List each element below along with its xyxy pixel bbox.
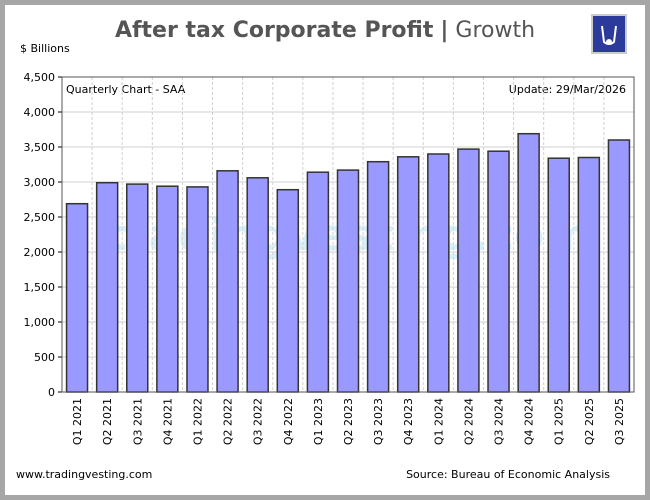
- x-tick-label: Q2 2022: [222, 398, 235, 445]
- y-tick-label: 4,000: [24, 106, 56, 119]
- bar: [126, 183, 149, 393]
- bar: [457, 148, 480, 393]
- x-tick-label: Q1 2021: [71, 398, 84, 445]
- y-tick-label: 1,500: [24, 281, 56, 294]
- x-tick-label: Q4 2024: [523, 398, 536, 445]
- x-tick-label: Q4 2023: [402, 398, 415, 445]
- plot-frame: [61, 76, 635, 393]
- bar: [276, 188, 300, 393]
- chart-title: After tax Corporate Profit | Growth: [0, 18, 650, 43]
- chart-note-left: Quarterly Chart - SAA: [66, 83, 186, 96]
- bar: [487, 150, 510, 393]
- y-tick-label: 1,000: [24, 316, 56, 329]
- logo-icon: [591, 14, 627, 54]
- x-tick-label: Q2 2023: [342, 398, 355, 445]
- subtitle: Growth: [455, 18, 536, 43]
- y-tick-label: 2,000: [24, 246, 56, 259]
- title-separator: |: [440, 18, 449, 43]
- chart-note-right: Update: 29/Mar/2026: [508, 83, 626, 96]
- bar: [547, 157, 570, 393]
- bar: [517, 132, 540, 393]
- bar: [216, 170, 239, 393]
- bar: [65, 202, 89, 393]
- x-tick-label: Q1 2023: [312, 398, 325, 445]
- y-axis-label: $ Billions: [20, 42, 70, 55]
- y-tick-label: 3,000: [24, 176, 56, 189]
- x-tick-label: Q2 2024: [462, 398, 475, 445]
- x-tick-label: Q4 2022: [282, 398, 295, 445]
- title-text: After tax Corporate Profit: [114, 18, 434, 43]
- x-tick-label: Q3 2022: [252, 398, 265, 445]
- y-tick-label: 500: [34, 351, 55, 364]
- bar: [186, 186, 209, 393]
- bar: [577, 156, 601, 393]
- y-tick-label: 0: [48, 386, 55, 399]
- y-tick-label: 2,500: [24, 211, 56, 224]
- bar: [366, 160, 390, 393]
- x-tick-label: Q4 2021: [161, 398, 174, 445]
- x-tick-label: Q1 2025: [553, 398, 566, 445]
- bar: [396, 156, 420, 393]
- x-tick-label: Q3 2021: [131, 398, 144, 445]
- x-tick-label: Q3 2023: [372, 398, 385, 445]
- x-tick-label: Q1 2024: [432, 398, 445, 445]
- bar: [156, 185, 179, 393]
- footer-source: Source: Bureau of Economic Analysis: [406, 468, 610, 481]
- bar: [336, 169, 360, 393]
- x-tick-label: Q3 2024: [493, 398, 506, 445]
- bar: [427, 153, 450, 393]
- bar: [246, 177, 269, 393]
- x-tick-label: Q2 2025: [583, 398, 596, 445]
- footer-website: www.tradingvesting.com: [16, 468, 153, 481]
- bar: [607, 139, 631, 393]
- bar: [306, 171, 330, 393]
- x-tick-label: Q3 2025: [613, 398, 626, 445]
- bar: [95, 181, 119, 393]
- y-tick-label: 3,500: [24, 141, 56, 154]
- x-tick-label: Q1 2022: [191, 398, 204, 445]
- x-tick-label: Q2 2021: [101, 398, 114, 445]
- y-tick-label: 4,500: [24, 71, 56, 84]
